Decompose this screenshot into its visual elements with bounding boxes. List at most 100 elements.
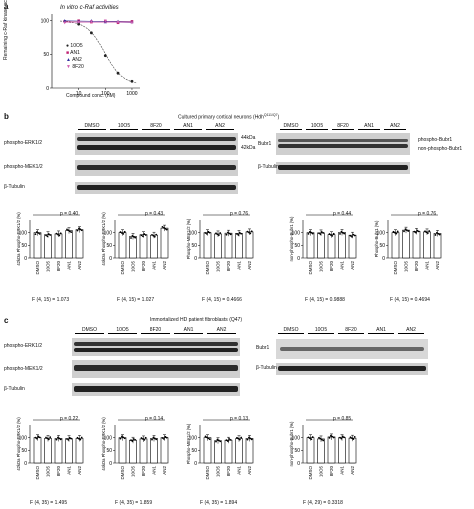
data-point	[330, 434, 332, 437]
data-point	[37, 435, 40, 438]
data-point	[161, 225, 164, 228]
x-tick-label: 1000	[126, 91, 137, 97]
data-point	[164, 435, 167, 438]
western-blot-erk-c	[72, 338, 240, 356]
y-tick-label: 0	[194, 461, 197, 467]
data-point	[322, 439, 325, 442]
category-label: 8F20	[226, 466, 231, 477]
data-point	[332, 232, 335, 235]
data-point	[89, 31, 93, 35]
p-value: p = 0.14	[145, 416, 164, 422]
data-point	[438, 233, 441, 236]
bar	[75, 229, 84, 259]
data-point	[80, 436, 83, 439]
y-tick-label: 100	[292, 435, 301, 441]
bar	[150, 234, 158, 259]
bar	[214, 440, 222, 464]
data-point	[208, 231, 211, 234]
mw-marker: 44kDa	[241, 135, 256, 141]
data-point	[131, 440, 134, 443]
x-tick-label: 100	[101, 91, 110, 97]
y-tick-label: 0	[46, 86, 49, 92]
category-label: 10O5	[131, 466, 136, 478]
data-point	[394, 231, 396, 234]
data-point	[67, 229, 70, 232]
data-point	[131, 234, 134, 237]
bar	[338, 437, 346, 464]
category-label: AN1	[340, 466, 345, 475]
panel-a-xlabel: Compound conc. (nM)	[66, 93, 116, 99]
category-label: DMSO	[35, 261, 40, 275]
data-point	[250, 438, 253, 441]
data-point	[437, 232, 440, 235]
category-label: DMSO	[120, 261, 125, 275]
lane-label: 10O5	[308, 327, 334, 334]
data-point	[436, 231, 438, 234]
data-point	[207, 437, 210, 440]
data-point	[227, 440, 229, 443]
data-point	[164, 227, 167, 230]
bar	[54, 438, 63, 464]
data-point	[353, 234, 356, 237]
y-tick-label: 100	[377, 230, 386, 236]
western-blot-bubr1	[276, 133, 410, 155]
data-point	[140, 234, 143, 237]
bar	[306, 437, 315, 464]
data-point	[122, 232, 125, 235]
data-point	[36, 231, 38, 233]
data-point	[153, 437, 156, 440]
data-point	[320, 231, 323, 233]
panel-b-title: Cultured primary cortical neurons (HdhQ1…	[178, 113, 280, 121]
data-point	[204, 232, 207, 234]
lane-label: AN2	[384, 123, 406, 130]
bar	[317, 232, 325, 259]
category-label: 8F20	[414, 261, 419, 272]
f-statistic: F (4, 15) = 0.9888	[305, 297, 345, 303]
bar	[44, 438, 52, 464]
blot-label: phospho-MEK1/2	[4, 164, 43, 170]
category-label: AN2	[162, 466, 167, 475]
category-label: DMSO	[120, 466, 125, 480]
data-point	[240, 232, 243, 235]
category-label: DMSO	[308, 261, 313, 275]
panel-b-lane-headers-left: DMSO 10O5 8F20 AN1 AN2	[78, 123, 238, 133]
data-point	[68, 436, 71, 439]
p-value: p = 0.40	[60, 211, 79, 217]
data-point	[238, 231, 241, 234]
p-value: p = 0.85	[333, 416, 352, 422]
band-label: phospho-Bubr1	[418, 137, 453, 143]
y-tick-label: 0	[24, 461, 27, 467]
category-label: 10O5	[319, 466, 324, 478]
panel-c-lane-headers-right: DMSO 10O5 8F20 AN1 AN2	[278, 327, 428, 337]
data-point	[240, 436, 243, 439]
data-point	[121, 435, 123, 438]
data-point	[140, 437, 143, 439]
category-label: DMSO	[308, 466, 313, 480]
data-point	[216, 233, 219, 236]
category-label: AN2	[162, 261, 167, 270]
data-point	[57, 436, 59, 439]
bar	[139, 438, 148, 464]
lane-label: 10O5	[110, 123, 138, 130]
data-point	[132, 235, 135, 238]
bar	[391, 232, 400, 259]
bar	[306, 232, 315, 259]
data-point	[322, 232, 325, 234]
bar	[203, 437, 212, 464]
f-statistic: F (4, 35) = 1.859	[115, 500, 153, 506]
category-label: AN1	[67, 261, 72, 270]
legend-item: ■ AN1	[66, 50, 80, 56]
category-label: 10O5	[404, 261, 409, 273]
data-point	[216, 438, 219, 441]
y-tick-label: 100	[104, 435, 113, 441]
fit-line	[64, 20, 132, 23]
data-point	[36, 437, 38, 440]
data-point	[352, 438, 355, 440]
data-point	[215, 440, 217, 443]
legend-item: ▼ 8F20	[66, 64, 84, 70]
blot-label: β-Tubulin	[258, 164, 279, 170]
western-blot-mek	[75, 160, 238, 176]
data-point	[78, 437, 80, 440]
category-label: 8F20	[56, 466, 61, 477]
